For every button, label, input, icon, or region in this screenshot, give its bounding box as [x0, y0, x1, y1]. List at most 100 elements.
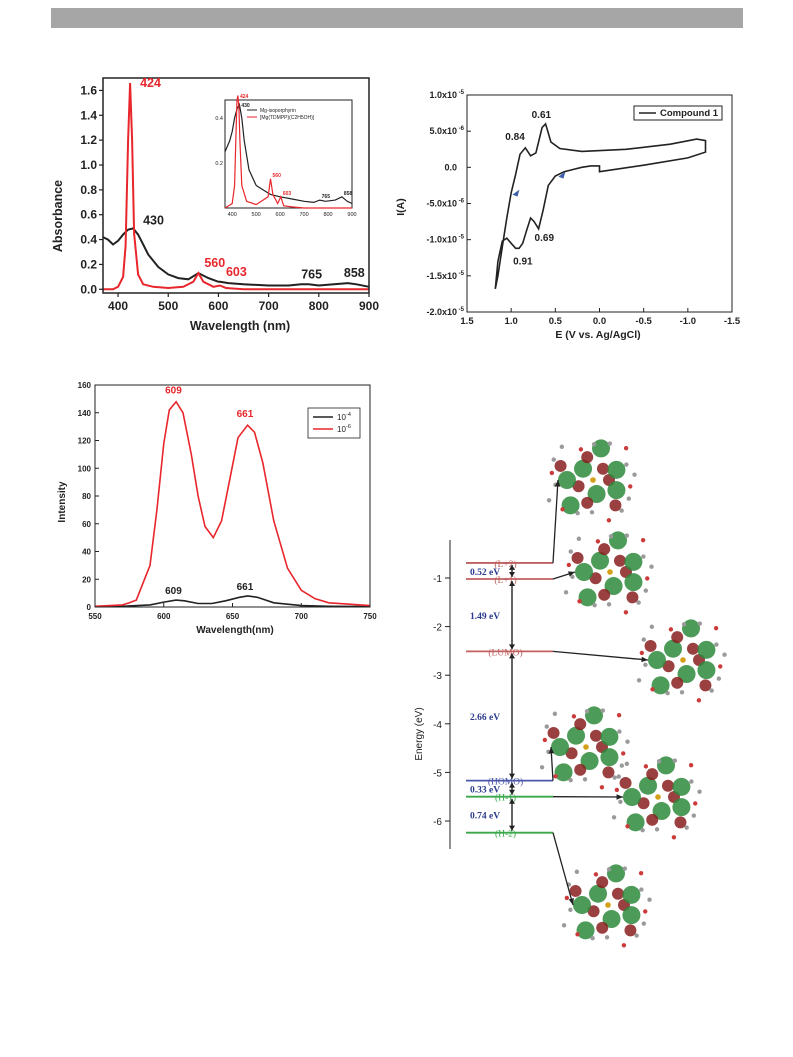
- y-tick-label: -2: [433, 623, 442, 634]
- orbital-pointer-head: [641, 656, 648, 663]
- inset-x-tick-label: 600: [276, 212, 285, 218]
- orbital-lobe: [565, 747, 578, 760]
- orbital-lobe: [598, 543, 611, 556]
- atom-dot: [575, 511, 580, 516]
- atom-dot: [575, 932, 580, 937]
- atom-dot: [640, 828, 645, 833]
- atom-dot: [681, 622, 687, 627]
- y-tick-label: 40: [82, 548, 91, 557]
- atom-dot: [604, 935, 610, 940]
- atom-dot: [574, 869, 580, 874]
- metal-center: [607, 569, 613, 575]
- atom-dot: [622, 866, 628, 871]
- orbital-lobe: [581, 496, 594, 509]
- gap-arrow-head: [509, 571, 515, 577]
- inset-legend-label: [Mg(TDMPP)(C2H5OH)]: [260, 115, 315, 121]
- atom-dot: [549, 470, 555, 476]
- orbital-lobe: [682, 619, 701, 638]
- orbital-lobe: [573, 896, 591, 914]
- atom-dot: [649, 564, 654, 569]
- uvvis-chart: Absorbance Wavelength (nm) 400 500 600 700 8…: [51, 76, 379, 333]
- series-line-1: [103, 82, 369, 291]
- atom-dot: [607, 441, 613, 446]
- inset-series-line-1: [224, 95, 352, 209]
- atom-dot: [593, 872, 599, 877]
- orbital-lobe: [664, 639, 683, 658]
- y-tick-label: 0.6: [80, 208, 97, 222]
- atom-dot: [713, 625, 719, 631]
- atom-dot: [641, 921, 647, 926]
- atom-dot: [691, 813, 697, 818]
- gap-label: 0.33 eV: [470, 786, 500, 796]
- gap-arrow-head: [509, 773, 515, 779]
- y-tick-label: 0.0: [80, 282, 97, 296]
- orbital-lobe: [572, 480, 585, 493]
- orbital-lobe: [623, 788, 641, 806]
- y-tick-exponent: -5: [459, 271, 465, 277]
- peak-label: 0.69: [535, 233, 555, 244]
- inset-peak-label: 430: [241, 103, 250, 109]
- scan-direction-arrow: [558, 171, 566, 179]
- molecular-orbital-image: [563, 531, 654, 615]
- x-tick-label: 600: [208, 299, 228, 313]
- atom-dot: [625, 824, 630, 829]
- atom-dot: [582, 777, 588, 782]
- atom-dot: [570, 574, 575, 579]
- x-tick-label: 1.5: [460, 316, 474, 327]
- orbital-lobe: [585, 706, 604, 725]
- orbital-lobe: [574, 718, 587, 731]
- molecular-orbital-image: [561, 864, 652, 948]
- y-tick-label: 5.0x10: [429, 126, 457, 136]
- y-tick-exponent: -6: [459, 126, 465, 132]
- x-tick-label: 600: [157, 612, 171, 621]
- inset-x-tick-label: 800: [323, 212, 332, 218]
- y-tick-label: -4: [433, 720, 442, 731]
- plot-frame: [102, 77, 370, 294]
- orbital-lobe: [554, 763, 573, 782]
- x-tick-label: 700: [295, 612, 309, 621]
- atom-dot: [643, 588, 649, 593]
- orbital-lobe: [624, 924, 637, 937]
- orbital-lobe: [596, 462, 609, 475]
- atom-dot: [616, 712, 622, 718]
- atom-dot: [623, 445, 629, 451]
- orbital-lobe: [686, 642, 699, 655]
- y-tick-label: 0.4: [80, 233, 97, 247]
- peak-label: 661: [237, 409, 254, 420]
- atom-dot: [577, 599, 582, 604]
- atom-dot: [595, 539, 601, 544]
- x-tick-label: 800: [309, 299, 329, 313]
- orbital-pointer-head: [568, 898, 574, 905]
- x-tick-label: 550: [88, 612, 102, 621]
- orbital-lobe: [592, 439, 611, 458]
- orbital-lobe: [589, 729, 602, 742]
- atom-dot: [643, 764, 649, 769]
- metal-center: [605, 902, 611, 908]
- atom-dot: [643, 909, 648, 914]
- peak-label: 430: [143, 213, 164, 227]
- orbital-lobe: [578, 588, 597, 607]
- orbital-lobe: [651, 676, 670, 695]
- y-axis-title: Intensity: [57, 481, 68, 523]
- orbital-lobe: [672, 798, 691, 817]
- molecular-orbital-image: [546, 439, 637, 523]
- atom-dot: [614, 787, 620, 793]
- atom-dot: [672, 758, 678, 763]
- atom-dot: [718, 664, 723, 669]
- orbital-lobe: [591, 551, 610, 570]
- orbital-lobe: [607, 864, 626, 883]
- gap-arrow-head: [509, 789, 515, 795]
- metal-center: [590, 477, 596, 483]
- atom-dot: [693, 801, 698, 806]
- atom-dot: [560, 507, 565, 512]
- atom-dot: [679, 690, 685, 695]
- legend-label: 10: [337, 413, 346, 422]
- atom-dot: [578, 447, 584, 452]
- gap-arrow-head: [509, 653, 515, 659]
- y-tick-label: 60: [82, 520, 91, 529]
- legend-box: [633, 105, 723, 121]
- atom-dot: [600, 708, 606, 713]
- orbital-lobe: [609, 499, 622, 512]
- y-tick-label: 1.0x10: [429, 90, 457, 100]
- y-tick-label: -6: [433, 817, 442, 828]
